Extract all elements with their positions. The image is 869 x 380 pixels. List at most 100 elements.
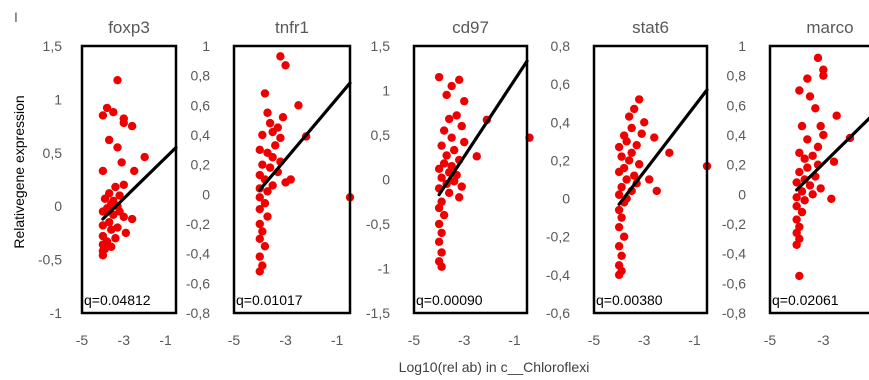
- data-point: [434, 72, 444, 82]
- plot-frame: [592, 44, 709, 315]
- y-tick-label: 0,4: [551, 114, 571, 130]
- y-tick-label: 0,8: [551, 38, 571, 54]
- x-tick-label: -3: [817, 332, 830, 348]
- data-point: [619, 232, 629, 241]
- data-point: [819, 65, 828, 74]
- q-value-label: q=0.00380: [596, 292, 663, 308]
- y-tick-label: -0,8: [722, 305, 746, 321]
- data-point: [98, 221, 108, 230]
- data-point: [627, 123, 636, 133]
- data-point: [808, 190, 817, 199]
- x-tick-label: -1: [331, 332, 344, 348]
- data-point: [98, 111, 108, 120]
- data-point: [98, 166, 108, 176]
- data-point: [255, 219, 264, 229]
- y-tick-label: -0,6: [722, 275, 746, 291]
- data-point: [624, 112, 634, 121]
- data-point: [127, 121, 137, 131]
- data-point: [281, 61, 290, 70]
- data-point: [808, 151, 817, 160]
- data-point: [635, 95, 644, 104]
- data-point: [665, 148, 674, 157]
- data-point: [294, 101, 303, 110]
- data-point: [255, 145, 264, 155]
- y-tick-label: 0: [562, 191, 570, 207]
- data-point: [622, 137, 631, 146]
- data-point: [98, 207, 108, 216]
- data-point: [650, 133, 659, 142]
- data-point: [447, 81, 456, 91]
- data-point: [816, 184, 825, 193]
- data-point: [255, 204, 264, 214]
- data-point: [803, 163, 812, 172]
- data-point: [792, 202, 801, 211]
- data-point: [109, 108, 118, 117]
- data-point: [100, 244, 110, 254]
- data-point: [260, 89, 270, 98]
- q-value-label: q=0.00090: [416, 292, 483, 308]
- data-point: [472, 152, 481, 161]
- data-point: [265, 163, 275, 172]
- data-point: [100, 194, 110, 203]
- data-point: [111, 234, 120, 243]
- data-point: [439, 126, 449, 135]
- plot-frame: [768, 44, 869, 315]
- y-tick-label: 0: [738, 186, 746, 202]
- data-point: [281, 178, 290, 187]
- data-point: [263, 187, 272, 196]
- data-point: [98, 251, 108, 260]
- data-point: [614, 222, 624, 232]
- data-point: [119, 118, 128, 128]
- data-point: [449, 177, 459, 186]
- data-point: [115, 191, 124, 200]
- y-tick-label: 1: [738, 38, 746, 54]
- panel-title: tnfr1: [275, 18, 309, 37]
- data-point: [258, 160, 267, 169]
- x-tick-label: -5: [76, 332, 89, 348]
- data-point: [119, 212, 128, 222]
- data-point: [627, 148, 636, 157]
- data-point: [797, 121, 807, 131]
- y-tick-label: 0,6: [191, 97, 211, 113]
- data-point: [819, 71, 828, 80]
- y-tick-label: 1: [382, 83, 390, 99]
- data-point: [255, 267, 264, 276]
- trend-line: [101, 145, 178, 221]
- data-point: [614, 242, 624, 251]
- y-tick-label: -1,5: [366, 305, 390, 321]
- trend-line: [258, 81, 352, 192]
- data-point: [460, 96, 469, 106]
- data-point: [457, 121, 466, 131]
- data-point: [265, 118, 275, 128]
- data-point: [800, 196, 809, 205]
- data-point: [437, 141, 446, 150]
- y-tick-label: 0: [382, 172, 390, 188]
- data-point: [111, 182, 120, 192]
- y-tick-label: 0,6: [727, 97, 747, 113]
- data-point: [457, 182, 466, 191]
- x-tick-label: -5: [588, 332, 601, 348]
- data-point: [455, 75, 464, 85]
- data-point: [614, 190, 624, 199]
- plot-frame: [412, 44, 529, 315]
- y-tick-label: -0,2: [546, 229, 570, 245]
- data-point: [258, 130, 267, 140]
- y-tick-label: -0,4: [722, 246, 746, 262]
- data-point: [102, 103, 112, 113]
- y-tick-label: -0,2: [722, 216, 746, 232]
- data-point: [797, 207, 807, 217]
- corner-mark: I: [14, 9, 18, 25]
- y-tick-label: 0,4: [727, 127, 747, 143]
- data-point: [442, 90, 451, 100]
- data-point: [624, 156, 634, 165]
- y-tick-label: -0,5: [366, 216, 390, 232]
- y-tick-label: 1,5: [43, 38, 63, 54]
- y-tick-label: 0,2: [727, 157, 747, 173]
- data-point: [260, 242, 270, 251]
- data-point: [104, 135, 114, 145]
- y-tick-label: 0: [202, 186, 210, 202]
- data-point: [447, 133, 456, 142]
- data-point: [437, 228, 446, 238]
- chart-panel-foxp3: foxp3 -1 -0,5 0 0,5 1 1,5 -5 -3 -1 q=0.04812: [38, 18, 178, 348]
